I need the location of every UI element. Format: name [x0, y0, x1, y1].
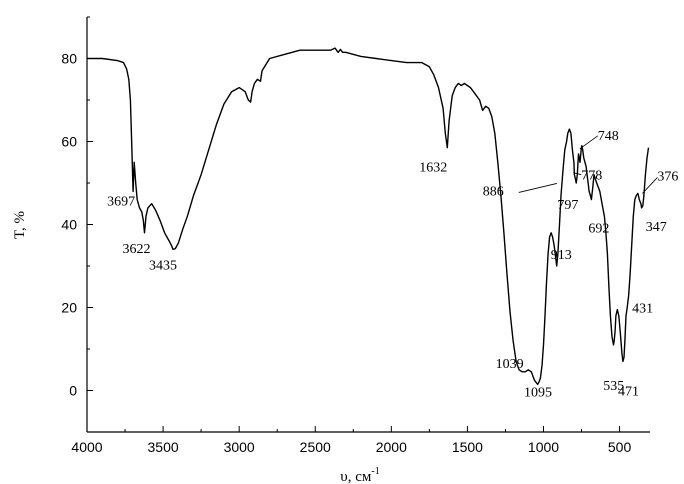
y-tick-label: 80 — [61, 51, 77, 67]
peak-label: 376 — [657, 170, 678, 185]
y-tick-label: 40 — [61, 217, 77, 233]
axes — [86, 17, 650, 433]
x-tick-label: 3000 — [224, 439, 255, 455]
peak-label: 471 — [618, 384, 639, 399]
y-tick-label: 60 — [61, 134, 77, 150]
peak-label: 886 — [483, 185, 504, 200]
peak-label: 3435 — [149, 258, 177, 273]
peak-label: 347 — [646, 220, 667, 235]
x-tick-label: 500 — [608, 439, 632, 455]
y-ticks: 0 20 40 60 80 — [61, 16, 93, 433]
peak-label: 1039 — [496, 357, 524, 372]
peak-leader-line — [579, 135, 599, 150]
x-tick-label: 2500 — [300, 439, 331, 455]
x-tick-label: 2000 — [376, 439, 407, 455]
y-tick-label: 20 — [61, 300, 77, 316]
x-tick-label: 3500 — [148, 439, 179, 455]
peak-label: 3622 — [123, 242, 151, 257]
peak-label: 748 — [598, 129, 619, 144]
peak-label: 431 — [632, 302, 653, 317]
peak-leader-line — [573, 172, 582, 176]
peak-label: 797 — [557, 198, 578, 213]
peak-label: 3697 — [107, 194, 135, 209]
x-ticks: 4000 3500 3000 2500 2000 1500 1000 500 — [71, 426, 631, 455]
y-axis-title: T, % — [12, 211, 28, 239]
x-tick-label: 1000 — [528, 439, 559, 455]
x-axis-title: υ, см-1 — [340, 466, 379, 484]
peak-label: 535 — [603, 379, 624, 394]
transmittance-series-line — [87, 47, 650, 385]
peak-leader-line — [518, 183, 557, 193]
y-tick-label: 0 — [69, 383, 77, 399]
peak-label: 692 — [588, 222, 609, 237]
x-tick-label: 1500 — [452, 439, 483, 455]
x-tick-label: 4000 — [71, 439, 102, 455]
peak-label: 913 — [551, 248, 572, 263]
annotation-leaders — [518, 135, 658, 194]
peak-label: 1095 — [524, 385, 552, 400]
peak-label: 778 — [581, 169, 602, 184]
peak-label: 1632 — [419, 161, 447, 176]
peak-leader-line — [642, 177, 658, 194]
